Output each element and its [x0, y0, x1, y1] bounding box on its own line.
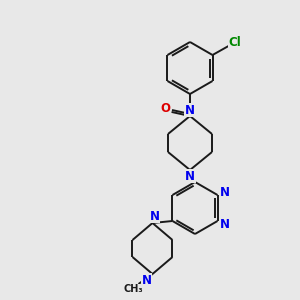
- Text: N: N: [142, 274, 152, 286]
- Text: N: N: [220, 218, 230, 230]
- Text: N: N: [185, 103, 195, 116]
- Text: N: N: [220, 185, 230, 199]
- Text: CH₃: CH₃: [124, 284, 143, 294]
- Text: O: O: [160, 103, 170, 116]
- Text: Cl: Cl: [228, 37, 241, 50]
- Text: N: N: [185, 169, 195, 182]
- Text: N: N: [149, 209, 160, 223]
